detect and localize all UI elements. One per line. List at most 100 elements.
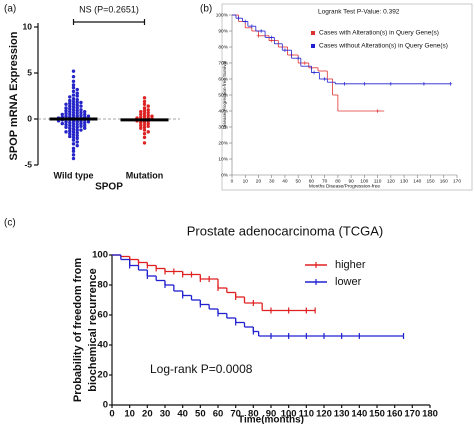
data-point: [71, 97, 76, 101]
y-tick-label: 80: [97, 280, 108, 291]
y-tick-label: 10%: [218, 156, 228, 162]
censor-mark: [448, 82, 453, 86]
data-point: [68, 129, 72, 133]
y-tick-label: 20%: [218, 140, 228, 146]
data-point: [71, 102, 76, 106]
data-point: [75, 111, 79, 116]
y-tick-label: 0%: [221, 172, 229, 178]
censor-mark: [422, 82, 426, 86]
panel-label: (b): [200, 4, 212, 15]
y-tick-label: 80%: [218, 44, 228, 50]
data-point: [150, 114, 154, 118]
y-axis-label: SPOP mRNA Expression: [8, 31, 20, 160]
x-tick-label: 10: [124, 409, 135, 420]
data-point: [83, 109, 87, 114]
data-point: [79, 128, 83, 132]
data-point: [64, 106, 68, 110]
x-tick-label: 90: [348, 178, 354, 184]
data-point: [79, 121, 83, 126]
y-axis-label: Disease/Progression-free Survival: [222, 61, 227, 129]
y-tick-label: 0: [103, 400, 108, 411]
x-axis-label: Time(months): [238, 415, 304, 424]
data-point: [68, 101, 72, 106]
y-tick-label: -5: [24, 159, 32, 169]
x-tick-label: 0: [109, 409, 114, 420]
x-axis-label: SPOP: [95, 182, 123, 193]
x-tick-label: 50: [296, 178, 302, 184]
censor-mark: [243, 19, 248, 24]
data-point: [68, 95, 72, 99]
data-point: [71, 105, 76, 109]
data-point: [79, 110, 83, 115]
data-point: [64, 114, 68, 118]
data-point: [71, 156, 76, 161]
legend-label: Cases without Alteration(s) in Query Gen…: [319, 43, 448, 50]
y-tick-label: 20: [97, 370, 108, 381]
data-point: [142, 122, 147, 127]
data-point: [75, 125, 79, 129]
censor-mark: [312, 70, 316, 75]
y-tick-label: 30%: [218, 124, 228, 130]
data-point: [64, 120, 68, 124]
censor-mark: [389, 82, 393, 86]
censor-mark: [362, 82, 367, 86]
data-point: [71, 124, 76, 129]
x-tick-label: 180: [422, 409, 438, 420]
legend-marker: [311, 31, 315, 35]
data-point: [142, 128, 147, 132]
data-point: [64, 130, 68, 134]
y-tick-label: 40%: [218, 108, 228, 114]
data-point: [75, 91, 79, 95]
data-point: [142, 106, 147, 110]
data-point: [142, 135, 147, 140]
chart-title: NS (P=0.2651): [79, 4, 139, 14]
data-point: [142, 111, 147, 116]
x-tick-label: 70: [322, 178, 328, 184]
data-point: [75, 133, 79, 138]
data-point: [75, 120, 79, 124]
data-point: [75, 143, 79, 148]
data-point: [71, 127, 76, 131]
data-point: [71, 153, 76, 157]
data-point: [75, 87, 79, 92]
censor-mark: [269, 35, 274, 40]
x-tick-label: 140: [351, 409, 367, 420]
panel-label: (a): [4, 4, 16, 15]
data-point: [64, 122, 68, 127]
data-point: [75, 97, 79, 102]
y-tick-label: 0: [27, 113, 32, 123]
x-tick-label: 170: [453, 178, 461, 184]
data-point: [71, 132, 76, 137]
data-point: [142, 96, 147, 100]
legend-label: lower: [335, 276, 362, 288]
data-point: [75, 103, 79, 107]
y-tick-label: 50%: [218, 92, 228, 98]
x-tick-label: 170: [404, 409, 420, 420]
x-tick-label: Mutation: [126, 170, 164, 180]
x-tick-label: 140: [413, 178, 421, 184]
x-tick-label: 20: [256, 178, 262, 184]
data-point: [75, 131, 79, 135]
data-point: [142, 141, 147, 145]
data-point: [79, 108, 83, 112]
data-point: [142, 102, 147, 106]
data-point: [60, 121, 64, 126]
x-tick-label: Wild type: [54, 170, 94, 180]
x-tick-label: 120: [316, 409, 332, 420]
data-point: [64, 102, 68, 106]
y-tick-label: 5: [27, 67, 32, 77]
data-point: [71, 99, 76, 104]
data-point: [71, 142, 76, 146]
chart-title: Prostate adenocarcinoma (TCGA): [187, 223, 384, 238]
data-point: [146, 104, 150, 108]
legend-label: Cases with Alteration(s) in Query Gene(s…: [319, 30, 439, 37]
panel-b-frame: [221, 3, 473, 191]
data-point: [71, 149, 76, 153]
data-point: [68, 104, 72, 108]
x-tick-label: 110: [299, 409, 314, 420]
data-point: [68, 98, 72, 103]
data-point: [75, 140, 79, 144]
x-tick-label: 160: [440, 178, 448, 184]
